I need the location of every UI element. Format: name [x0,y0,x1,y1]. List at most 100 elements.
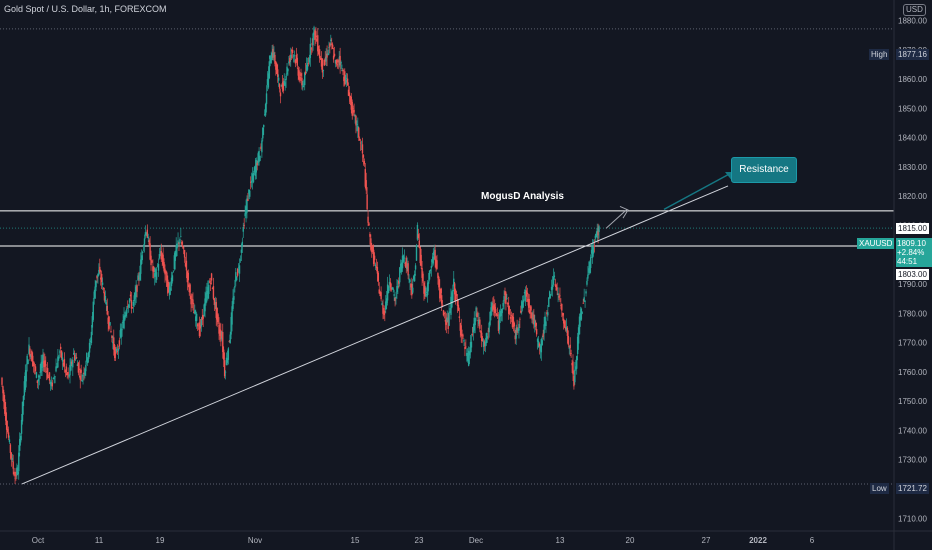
candle-body [238,265,241,274]
candle-body [234,286,236,288]
candle-body [161,253,163,260]
candle-body [302,85,304,88]
candle-body [535,329,538,335]
candle-body [343,76,345,82]
candle-body [391,287,393,289]
candle-body [90,331,93,344]
candle-body [377,272,380,282]
candle-body [33,365,36,367]
candle-body [573,375,575,387]
candle-body [258,150,260,163]
candle-body [286,66,288,75]
price-tick-label: 1840.00 [898,134,927,143]
candle-body [393,294,395,296]
candle-body [304,71,307,74]
candle-body [103,292,106,301]
candle-body [357,125,359,131]
candle-body [305,65,308,71]
candle-body [211,288,214,289]
candle-body [46,368,49,378]
candle-body [95,280,97,288]
high-label: High [869,49,890,60]
candle-body [109,322,111,326]
symbol-tag: XAUUSD [857,238,895,249]
candle-body [460,325,462,336]
candle-body [262,127,264,139]
candle-body [129,294,132,297]
candle-body [407,263,409,276]
resistance-callout[interactable]: Resistance [731,157,797,183]
candle-body [348,92,351,97]
candle-body [490,307,492,317]
candle-body [195,316,197,322]
bar-countdown: 44:51 [897,257,918,266]
candle-body [453,283,456,295]
candle-body [41,361,43,369]
candle-body [538,343,541,347]
candle-body [506,297,508,300]
candle-body [207,287,209,299]
candle-body [521,302,524,308]
currency-badge[interactable]: USD [903,4,926,16]
candle-body [83,372,85,375]
candle-body [171,275,174,282]
candle-body [281,83,284,89]
candle-body [574,369,576,383]
candle-body [114,345,116,359]
candle-body [93,291,95,299]
candle-body [136,285,138,292]
candle-body [69,364,71,376]
low-value: 1721.72 [896,483,929,494]
candle-body [345,79,348,83]
candle-body [116,351,119,353]
candle-body [184,262,187,267]
candle-body [387,286,390,294]
candle-body [37,379,40,382]
candle-body [465,346,467,348]
candle-body [454,289,457,301]
candle-body [493,304,495,308]
candle-body [307,62,310,64]
candle-body [113,337,115,350]
candle-body [277,77,280,81]
candle-body [133,295,135,302]
candle-body [572,361,574,375]
candle-body [299,76,301,81]
candle-body [455,294,458,297]
candle-body [13,471,15,476]
candle-body [589,257,592,269]
candle-body [246,198,248,213]
candle-body [413,274,416,282]
candle-body [306,63,309,70]
candle-body [174,253,176,261]
candle-body [31,350,33,362]
date-tick-label: 6 [810,536,815,545]
candle-body [458,316,461,318]
candle-body [225,357,228,365]
candle-body [459,322,461,331]
candle-body [521,301,523,309]
chart-title: Gold Spot / U.S. Dollar, 1h, FOREXCOM [4,4,167,14]
price-tick-label: 1710.00 [898,514,927,523]
candle-body [318,49,321,59]
candle-body [61,357,64,362]
candle-body [527,299,529,306]
candle-body [394,297,396,302]
candle-body [558,296,560,298]
price-tick-label: 1780.00 [898,309,927,318]
callout-pointer [663,171,734,211]
candle-body [65,366,67,373]
candle-body [28,344,30,354]
candle-body [285,75,287,80]
candle-body [4,399,6,414]
candle-body [505,292,507,305]
candle-body [553,275,556,278]
candle-body [534,320,536,328]
candle-body [301,77,303,86]
candle-body [471,333,474,335]
candle-body [45,364,47,367]
candle-body [417,234,420,238]
candle-body [570,352,572,354]
low-label: Low [870,483,889,494]
